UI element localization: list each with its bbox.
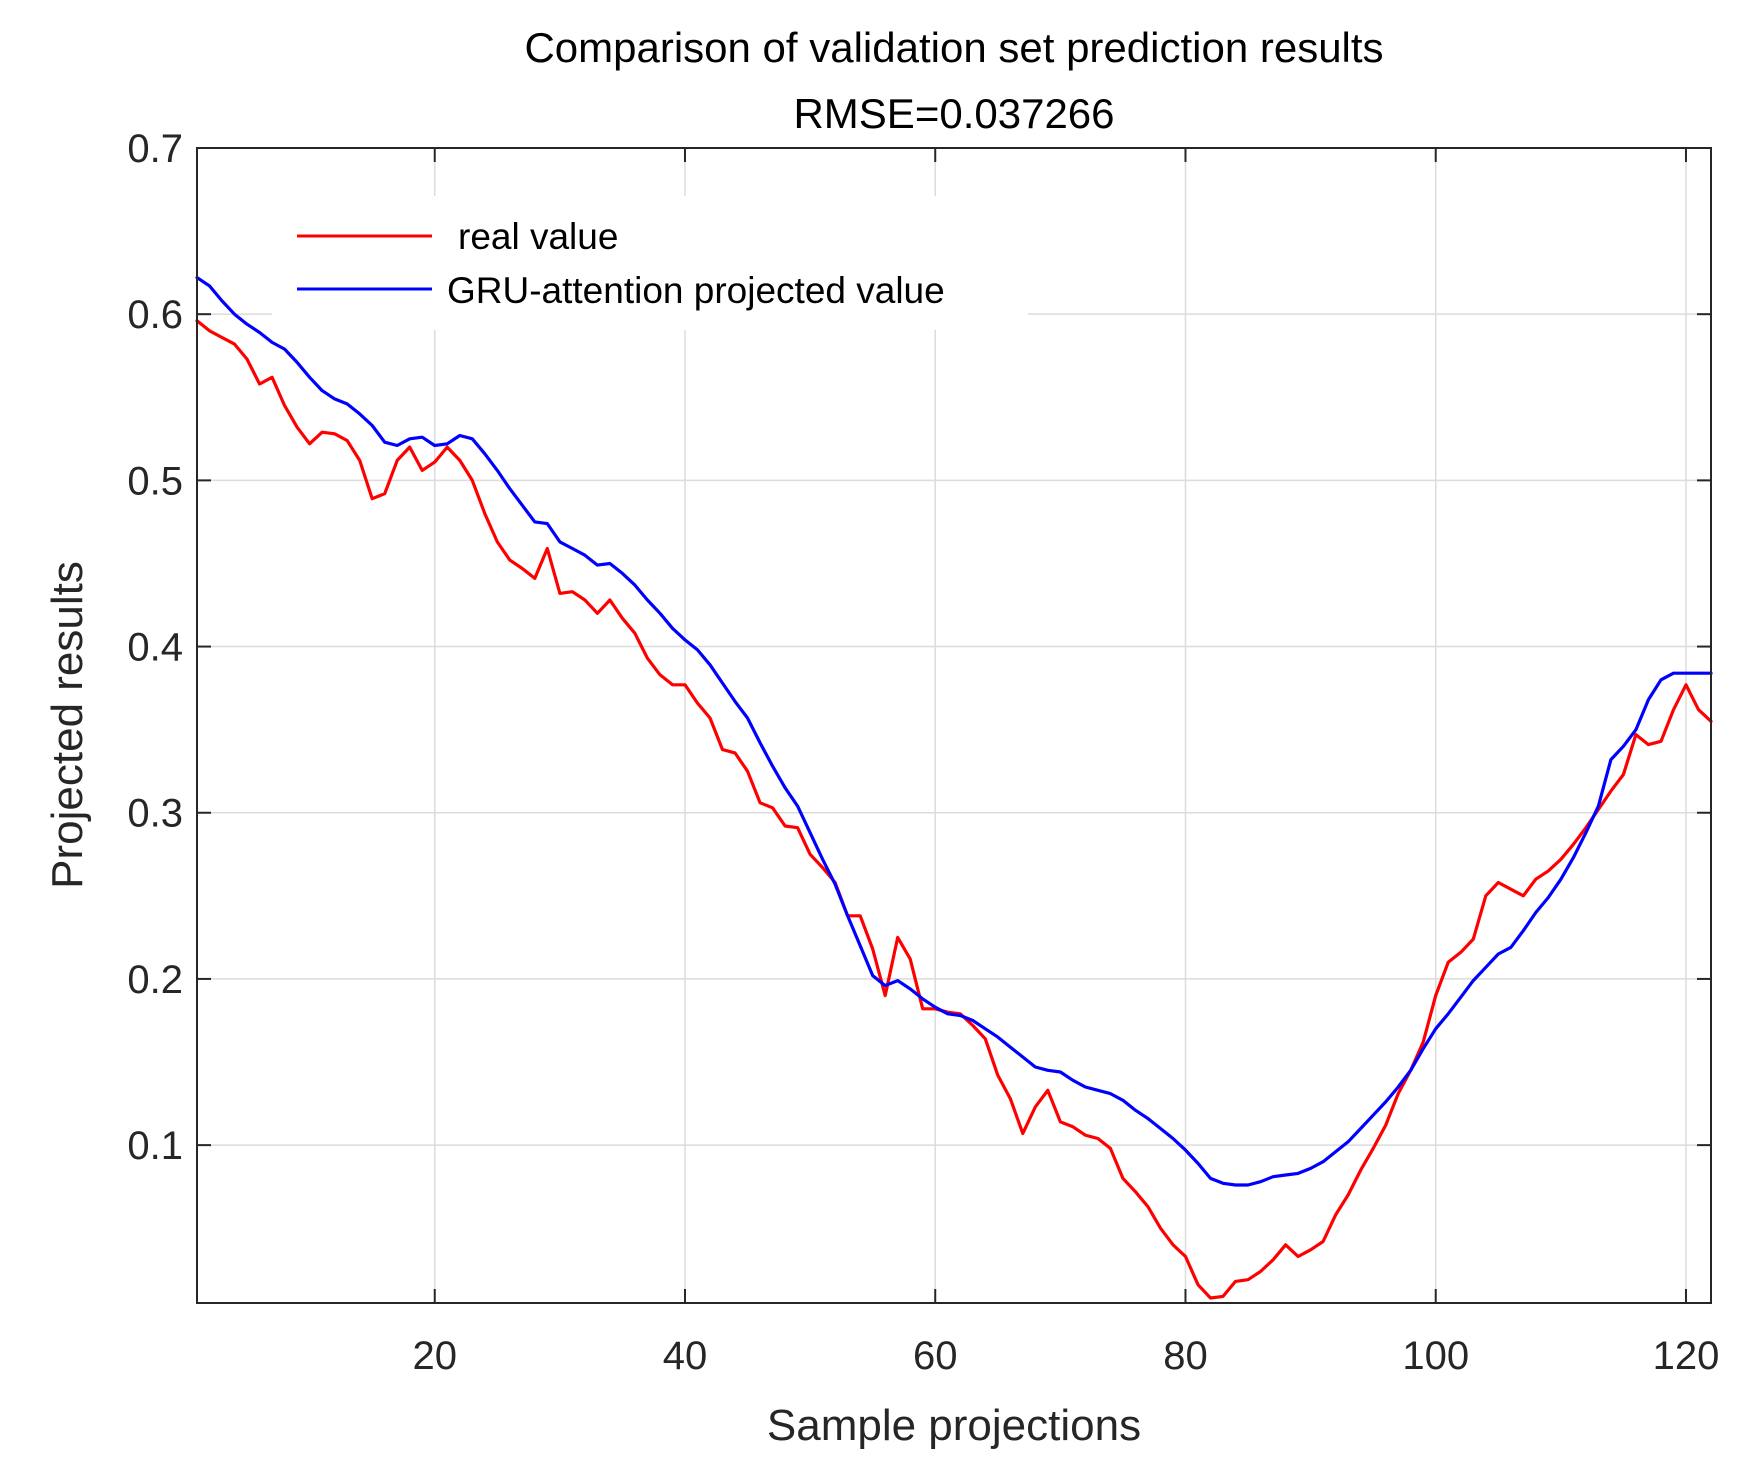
series-lines bbox=[195, 276, 1713, 1300]
x-tick-label: 20 bbox=[412, 1334, 457, 1378]
legend-box bbox=[272, 196, 1028, 330]
legend-label-real-value: real value bbox=[458, 216, 618, 257]
y-tick-label: 0.2 bbox=[127, 958, 183, 1002]
x-axis-label: Sample projections bbox=[767, 1401, 1141, 1450]
y-tick-label: 0.1 bbox=[127, 1124, 183, 1168]
legend: real value GRU-attention projected value bbox=[272, 196, 1028, 330]
plot-area bbox=[197, 148, 1711, 1303]
y-tick-label: 0.6 bbox=[127, 293, 183, 337]
chart-subtitle: RMSE=0.037266 bbox=[793, 90, 1114, 137]
tick-labels: 20 40 60 80 100 120 0.1 0.2 0.3 0.4 0.5 0.6 0.7 bbox=[127, 127, 1719, 1378]
axes-border bbox=[196, 147, 1712, 1304]
x-tick-label: 100 bbox=[1402, 1334, 1469, 1378]
y-tick-label: 0.3 bbox=[127, 792, 183, 836]
series-line-real-value bbox=[195, 319, 1713, 1300]
y-tick-label: 0.4 bbox=[127, 626, 183, 670]
y-tick-label: 0.5 bbox=[127, 459, 183, 503]
y-axis-label: Projected results bbox=[43, 561, 92, 889]
x-tick-label: 80 bbox=[1163, 1334, 1208, 1378]
x-tick-label: 120 bbox=[1653, 1334, 1720, 1378]
legend-label-gru-attention: GRU-attention projected value bbox=[447, 270, 945, 311]
x-tick-label: 40 bbox=[663, 1334, 708, 1378]
chart-title: Comparison of validation set prediction … bbox=[524, 24, 1383, 71]
series-line-gru-attention bbox=[195, 276, 1713, 1187]
y-tick-label: 0.7 bbox=[127, 127, 183, 171]
x-tick-label: 60 bbox=[913, 1334, 958, 1378]
